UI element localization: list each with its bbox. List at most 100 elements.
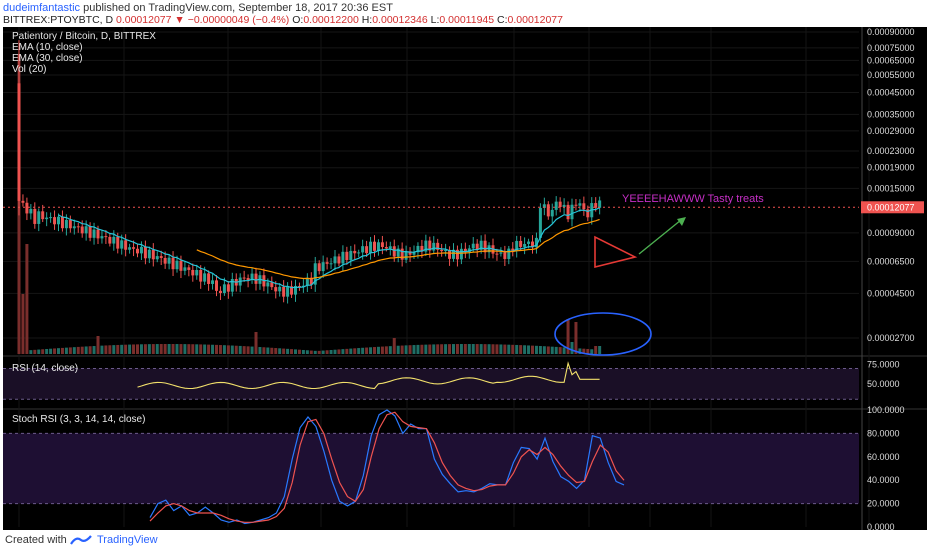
volume-bar bbox=[100, 345, 104, 354]
volume-bar bbox=[396, 345, 400, 354]
candle-body bbox=[191, 269, 195, 276]
volume-bar bbox=[222, 345, 226, 354]
volume-bar bbox=[88, 346, 92, 354]
candle-body bbox=[242, 277, 246, 279]
volume-bar bbox=[357, 348, 361, 354]
volume-bar bbox=[491, 344, 495, 354]
candle-body bbox=[420, 245, 424, 252]
volume-bar bbox=[282, 348, 286, 354]
volume-bar bbox=[341, 349, 345, 354]
candle-body bbox=[578, 203, 582, 206]
last-price: 0.00012077 bbox=[116, 14, 172, 26]
volume-bar bbox=[242, 346, 246, 354]
volume-bar bbox=[159, 344, 163, 354]
candle-body bbox=[132, 247, 136, 249]
candle-body bbox=[179, 260, 183, 271]
volume-bar bbox=[195, 344, 199, 354]
volume-bar bbox=[266, 347, 270, 354]
stoch-k-line bbox=[149, 409, 625, 525]
volume-bar bbox=[250, 346, 254, 354]
candle-body bbox=[369, 241, 373, 254]
volume-bar bbox=[515, 344, 519, 354]
candle-body bbox=[436, 242, 440, 250]
volume-bar bbox=[353, 348, 357, 354]
candle-body bbox=[64, 219, 68, 229]
candle-body bbox=[424, 240, 428, 252]
candle-body bbox=[175, 260, 179, 270]
rsi-tick-label: 75.0000 bbox=[867, 360, 900, 370]
volume-bar bbox=[21, 294, 25, 354]
volume-bar bbox=[124, 344, 128, 354]
vol-label: Vol (20) bbox=[12, 64, 47, 75]
candle-body bbox=[467, 248, 471, 253]
candle-body bbox=[76, 226, 80, 228]
stoch-tick-label: 80.0000 bbox=[867, 428, 900, 438]
candle-body bbox=[195, 269, 199, 276]
volume-bar bbox=[143, 344, 147, 354]
volume-bar bbox=[60, 347, 64, 354]
candle-body bbox=[116, 236, 120, 249]
ema10-label: EMA (10, close) bbox=[12, 42, 83, 53]
candle-body bbox=[432, 242, 436, 251]
chart-area[interactable]: YEEEEHAWWW Tasty treats 0.00012077 0.0009… bbox=[3, 27, 927, 540]
volume-bar bbox=[578, 348, 582, 354]
volume-bar bbox=[420, 344, 424, 354]
candle-body bbox=[305, 277, 309, 286]
volume-bar bbox=[167, 344, 171, 354]
high-label: H: bbox=[361, 14, 373, 26]
volume-bar bbox=[274, 348, 278, 354]
stoch-tick-label: 60.0000 bbox=[867, 452, 900, 462]
candle-body bbox=[159, 256, 163, 258]
footer: Created with TradingView bbox=[0, 530, 932, 550]
tradingview-logo-icon bbox=[70, 535, 92, 545]
candle-body bbox=[333, 256, 337, 264]
volume-bar bbox=[218, 345, 222, 354]
volume-bar bbox=[562, 347, 566, 354]
y-tick-label: 0.00019000 bbox=[867, 163, 915, 173]
chart-svg[interactable]: YEEEEHAWWW Tasty treats 0.00012077 0.0009… bbox=[3, 27, 927, 540]
volume-bar bbox=[487, 344, 491, 354]
volume-bar bbox=[455, 344, 459, 354]
volume-bar bbox=[448, 344, 452, 354]
candle-body bbox=[542, 204, 546, 208]
y-tick-label: 0.00045000 bbox=[867, 87, 915, 97]
stoch-tick-label: 40.0000 bbox=[867, 475, 900, 485]
stoch-label: Stoch RSI (3, 3, 14, 14, close) bbox=[12, 414, 146, 425]
candle-body bbox=[313, 263, 317, 285]
volume-bar bbox=[373, 347, 376, 354]
candle-body bbox=[203, 273, 207, 282]
ema30-line bbox=[196, 218, 600, 280]
candle-body bbox=[586, 209, 590, 218]
volume-bar bbox=[511, 344, 515, 354]
y-tick-label: 0.00055000 bbox=[867, 70, 915, 80]
volume-bar bbox=[365, 347, 369, 354]
volume-bar bbox=[246, 346, 250, 354]
candle-body bbox=[448, 249, 452, 259]
candle-body bbox=[139, 246, 143, 254]
publish-header: dudeimfantastic published on TradingView… bbox=[0, 0, 932, 26]
candle-body bbox=[582, 203, 586, 210]
candle-body bbox=[266, 282, 270, 287]
volume-bar bbox=[558, 347, 562, 354]
volume-bar bbox=[80, 346, 84, 354]
volume-bar bbox=[527, 345, 531, 354]
volume-bar bbox=[531, 345, 534, 354]
volume-bar bbox=[317, 350, 321, 354]
volume-bar bbox=[369, 347, 373, 354]
candle-body bbox=[290, 286, 294, 295]
y-tick-label: 0.00035000 bbox=[867, 109, 915, 119]
candle-body bbox=[282, 286, 286, 297]
candle-body bbox=[444, 249, 448, 252]
candle-body bbox=[254, 273, 258, 284]
tradingview-brand[interactable]: TradingView bbox=[97, 534, 158, 546]
candle-body bbox=[566, 204, 570, 220]
candle-body bbox=[396, 248, 400, 257]
candle-body bbox=[495, 253, 499, 255]
candle-body bbox=[515, 240, 519, 251]
author-link[interactable]: dudeimfantastic bbox=[3, 2, 81, 14]
stoch-pane bbox=[3, 409, 859, 525]
rsi-label: RSI (14, close) bbox=[12, 363, 79, 374]
candle-body bbox=[345, 251, 349, 261]
volume-bar bbox=[278, 348, 282, 354]
volume-bar bbox=[163, 344, 167, 354]
